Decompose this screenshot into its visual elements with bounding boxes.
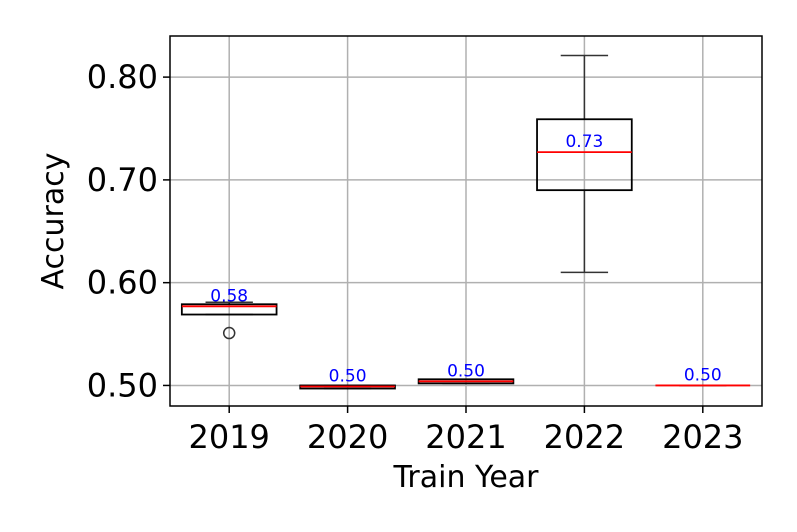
y-tick-label: 0.60 xyxy=(87,264,158,302)
y-tick-label: 0.70 xyxy=(87,161,158,199)
median-value-label: 0.50 xyxy=(329,366,367,386)
box-2019: 0.58 xyxy=(180,286,278,340)
median-value-label: 0.50 xyxy=(447,361,485,381)
x-tick-label: 2022 xyxy=(544,418,625,456)
boxes: 0.58 0.50 0.50 0.73 0.50 xyxy=(180,54,751,390)
box-2022: 0.73 xyxy=(536,54,633,274)
grid-lines xyxy=(170,36,762,406)
box-2023: 0.50 xyxy=(655,365,751,387)
box-iqr xyxy=(536,118,633,192)
x-tick-label: 2021 xyxy=(425,418,506,456)
outlier-point xyxy=(222,326,236,340)
x-axis-label: Train Year xyxy=(392,460,539,495)
x-tick-label: 2020 xyxy=(307,418,388,456)
box-2020: 0.50 xyxy=(299,366,396,390)
y-tick-label: 0.50 xyxy=(87,366,158,404)
median-value-label: 0.50 xyxy=(684,365,722,385)
box-2021: 0.50 xyxy=(417,361,515,385)
median-value-label: 0.58 xyxy=(210,286,248,306)
ticks: 0.50 0.60 0.70 0.80 2019 2020 2021 2022 2023 xyxy=(87,58,744,456)
box-iqr xyxy=(180,303,278,316)
median-value-label: 0.73 xyxy=(565,132,603,152)
y-tick-label: 0.80 xyxy=(87,58,158,96)
y-axis-label: Accuracy xyxy=(36,153,71,290)
x-tick-label: 2023 xyxy=(662,418,743,456)
x-tick-label: 2019 xyxy=(188,418,269,456)
